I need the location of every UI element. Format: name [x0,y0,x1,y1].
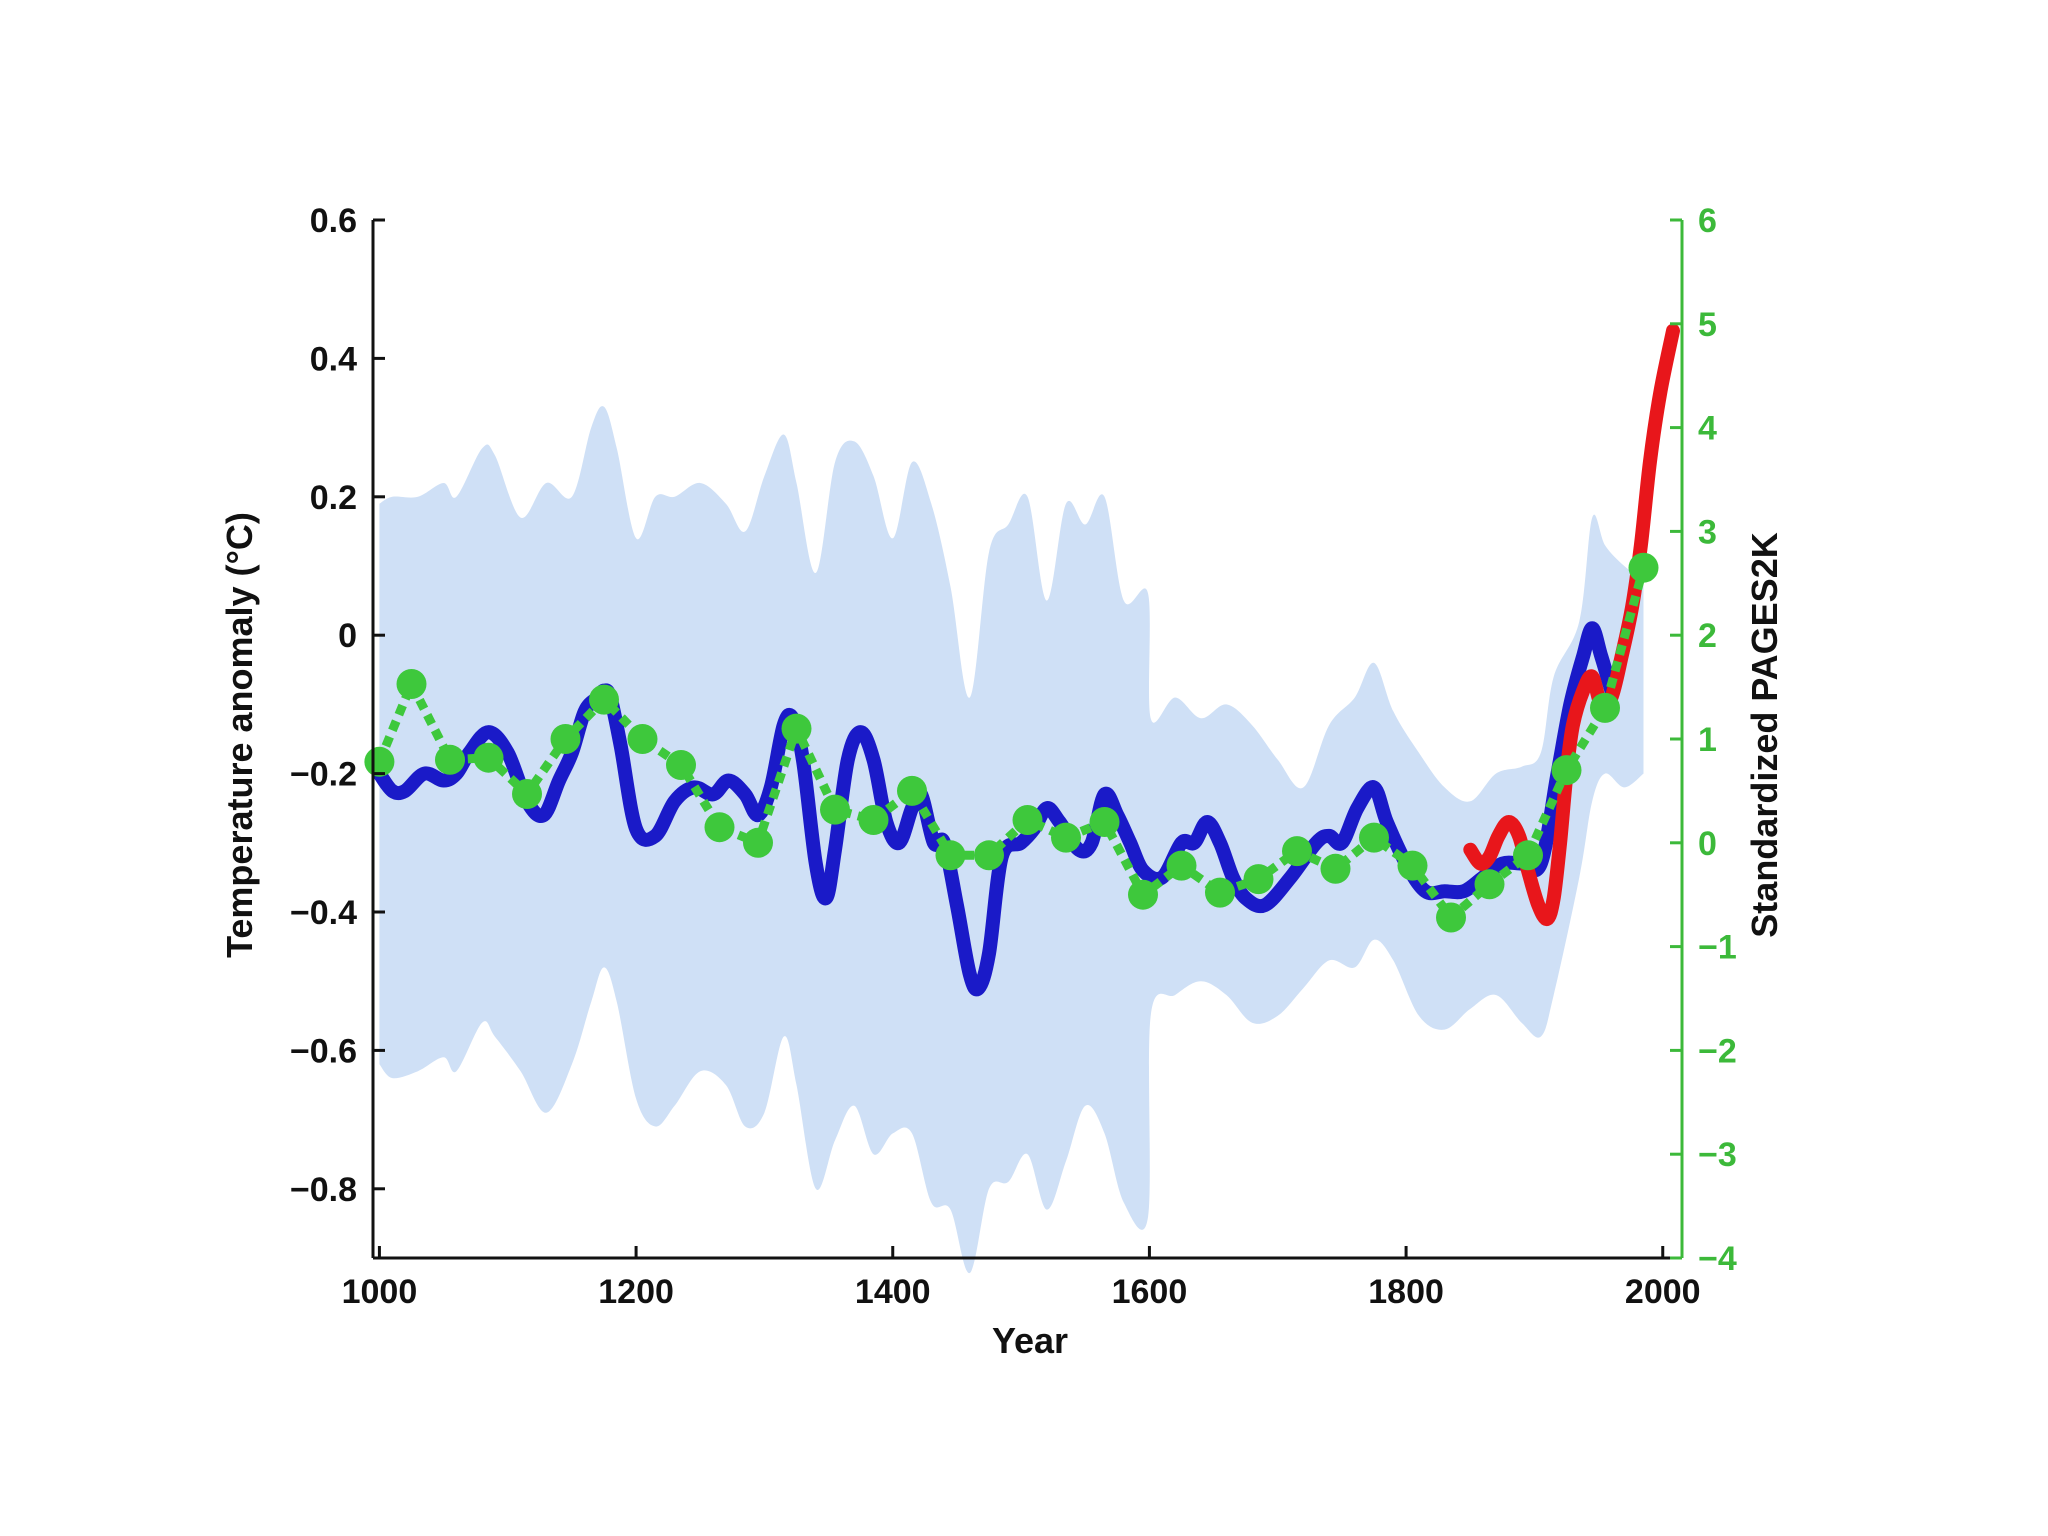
pages2k-point-1055 [435,744,465,775]
right-tick-label: 6 [1698,202,1717,240]
left-tick-label: −0.4 [290,894,357,932]
pages2k-point-1715 [1282,836,1312,867]
bottom-tick-label: 1800 [1368,1273,1444,1311]
y-axis-label: Temperature anomaly (°C) [219,512,260,958]
left-tick-label: −0.8 [290,1171,357,1209]
left-tick-label: 0.6 [310,202,357,240]
pages2k-point-1955 [1590,692,1620,723]
pages2k-point-1205 [627,724,658,754]
right-tick-label: 2 [1698,617,1717,655]
left-tick-label: 0.4 [310,340,357,378]
right-y-axis-label: Standardized PAGES2K [1744,532,1785,937]
left-tick-label: −0.6 [290,1032,357,1070]
pages2k-point-1655 [1205,877,1235,908]
pages2k-point-1535 [1051,822,1081,853]
right-tick-label: −1 [1698,929,1737,967]
pages2k-point-1565 [1089,807,1120,837]
right-tick-label: −3 [1698,1136,1737,1174]
left-tick-label: 0.2 [310,479,357,517]
pages2k-point-1985 [1628,552,1659,583]
right-tick-label: 5 [1698,306,1717,344]
left-tick-label: 0 [338,617,357,655]
pages2k-point-1415 [897,775,927,806]
pages2k-point-1625 [1166,850,1197,881]
right-tick-label: −4 [1698,1240,1737,1278]
bottom-tick-label: 1400 [855,1273,931,1311]
right-tick-label: −2 [1698,1032,1737,1070]
right-tick-label: 4 [1698,410,1717,448]
pages2k-point-1475 [974,840,1004,871]
pages2k-point-1895 [1513,840,1543,871]
pages2k-point-1235 [666,750,696,780]
pages2k-point-1325 [781,713,812,744]
bottom-tick-label: 1600 [1112,1273,1188,1311]
pages2k-point-1775 [1359,822,1389,853]
right-tick-label: 3 [1698,513,1717,551]
left-tick-label: −0.2 [290,756,357,794]
right-tick-label: 1 [1698,721,1717,759]
pages2k-point-1685 [1243,864,1274,895]
pages2k-point-1835 [1436,902,1466,933]
pages2k-point-1385 [858,805,889,835]
pages2k-point-1115 [512,779,542,809]
pages2k-point-1265 [704,812,735,843]
right-tick-label: 0 [1698,825,1717,863]
pages2k-point-1175 [589,684,619,715]
pages2k-point-1805 [1397,850,1428,881]
pages2k-point-1145 [550,724,581,754]
pages2k-point-1595 [1128,879,1158,910]
x-axis-label: Year [992,1320,1068,1361]
pages2k-point-1505 [1012,805,1043,835]
pages2k-point-1745 [1320,853,1351,884]
bottom-tick-label: 2000 [1625,1273,1701,1311]
pages2k-line [375,566,1648,922]
pages2k-point-1295 [743,827,773,858]
pages2k-point-1925 [1551,755,1582,786]
pages2k-point-1025 [396,669,427,699]
pages2k-point-1445 [935,840,966,871]
bottom-tick-label: 1200 [598,1273,674,1311]
pages2k-point-1355 [820,794,850,825]
bottom-tick-label: 1000 [342,1273,418,1311]
pages2k-markers-group [364,552,1659,933]
pages2k-point-1085 [473,742,504,773]
pages2k-point-1865 [1474,869,1505,900]
